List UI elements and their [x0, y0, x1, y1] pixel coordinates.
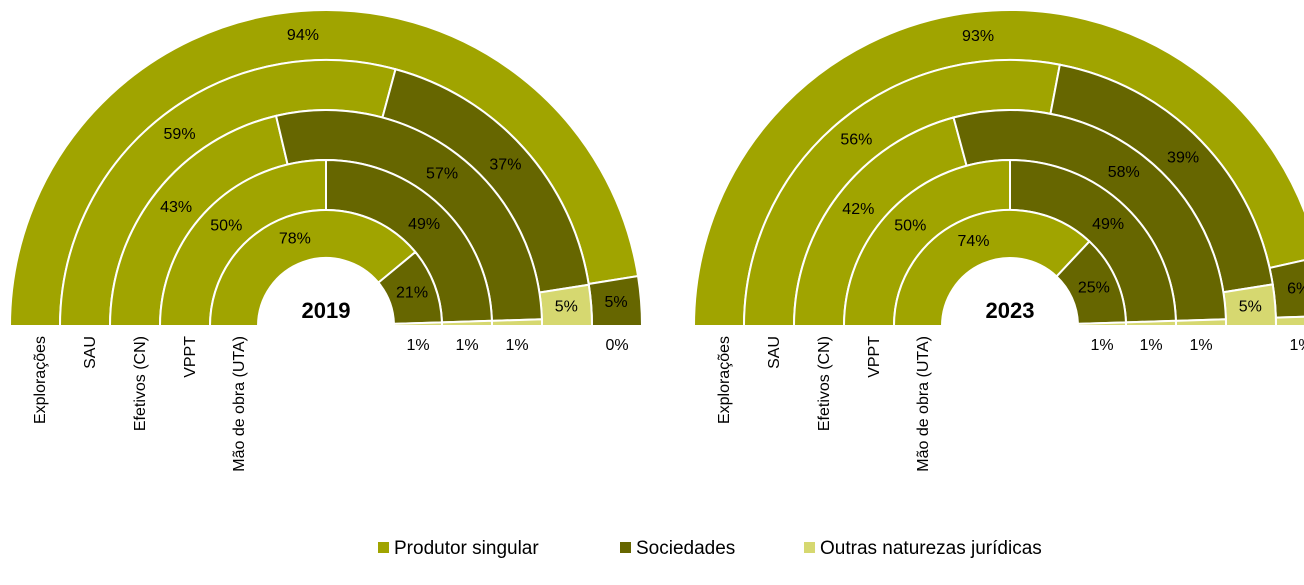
- legend-swatch: [620, 542, 631, 553]
- data-label: 1%: [1189, 337, 1212, 354]
- data-label: 1%: [1289, 337, 1304, 354]
- segment: [440, 319, 494, 327]
- segment: [1174, 318, 1228, 327]
- data-label: 78%: [279, 231, 311, 248]
- ring-label: Efetivos (CN): [132, 336, 149, 431]
- data-label: 25%: [1078, 279, 1110, 296]
- data-label: 50%: [210, 218, 242, 235]
- half-donut: 94% 5% 0% Explorações 59% 37% 5% SAU 43% 57% 1% Efe…: [8, 9, 644, 472]
- ring-label: Explorações: [32, 336, 49, 424]
- data-label: 0%: [605, 337, 628, 354]
- data-label: 56%: [840, 132, 872, 149]
- data-label: 1%: [505, 337, 528, 354]
- data-label: 1%: [1090, 337, 1113, 354]
- data-label: 93%: [962, 28, 994, 45]
- data-label: 57%: [426, 166, 458, 183]
- legend-label: Outras naturezas jurídicas: [820, 538, 1042, 559]
- ring-label: Mão de obra (UTA): [915, 336, 932, 472]
- data-label: 21%: [396, 285, 428, 302]
- data-label: 1%: [1139, 337, 1162, 354]
- data-label: 37%: [489, 156, 521, 173]
- legend-label: Produtor singular: [394, 538, 539, 559]
- data-label: 42%: [842, 201, 874, 218]
- data-label: 5%: [1239, 298, 1262, 315]
- year-label: 2019: [302, 298, 351, 323]
- segment: [208, 209, 417, 327]
- data-label: 39%: [1167, 150, 1199, 167]
- legend-swatch: [804, 542, 815, 553]
- data-label: 1%: [406, 337, 429, 354]
- ring-label: SAU: [766, 336, 783, 369]
- segment: [1076, 321, 1128, 327]
- data-label: 50%: [894, 218, 926, 235]
- legend-swatch: [378, 542, 389, 553]
- data-label: 43%: [160, 199, 192, 216]
- segment: [1274, 315, 1304, 327]
- data-label: 58%: [1108, 164, 1140, 181]
- data-label: 94%: [287, 27, 319, 44]
- segment: [1124, 319, 1178, 327]
- ring-label: Explorações: [716, 336, 733, 424]
- segment: [892, 208, 1091, 327]
- half-donut: 93% 6% 1% Explorações 56% 39% 5% SAU 42% 58% 1% Efe…: [692, 9, 1304, 472]
- data-label: 6%: [1287, 281, 1304, 298]
- data-label: 74%: [957, 233, 989, 250]
- data-label: 5%: [605, 294, 628, 311]
- data-label: 5%: [555, 298, 578, 315]
- legend-label: Sociedades: [636, 538, 735, 559]
- segment: [490, 318, 544, 327]
- ring-label: VPPT: [182, 336, 199, 378]
- ring-label: Mão de obra (UTA): [231, 336, 248, 472]
- data-label: 1%: [455, 337, 478, 354]
- data-label: 59%: [164, 126, 196, 143]
- segment: [392, 321, 444, 327]
- ring-label: Efetivos (CN): [816, 336, 833, 431]
- ring-label: VPPT: [866, 336, 883, 378]
- year-label: 2023: [986, 298, 1035, 323]
- data-label: 49%: [408, 216, 440, 233]
- ring-label: SAU: [82, 336, 99, 369]
- data-label: 49%: [1092, 216, 1124, 233]
